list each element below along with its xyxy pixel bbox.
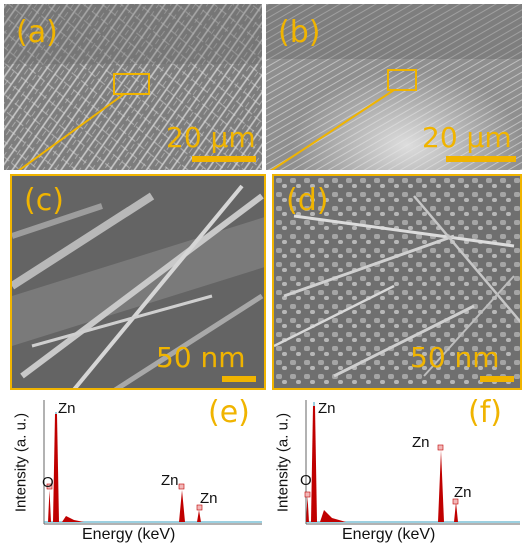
eds-panel-f: Intensity (a. u.) Energy (keV) Zn O Zn Z… xyxy=(266,392,524,548)
scale-label-c: 50 nm xyxy=(156,341,246,374)
sem-panel-c: (c) 50 nm xyxy=(10,174,266,390)
zoom-box-a xyxy=(113,73,150,95)
panel-label-b: (b) xyxy=(278,15,321,50)
scale-bar-a xyxy=(192,156,256,162)
eds-panel-e: Intensity (a. u.) Energy (keV) Zn O Zn Z… xyxy=(4,392,266,548)
sem-image-b xyxy=(266,4,522,170)
scale-label-b: 20 μm xyxy=(422,121,512,154)
eds-spectrum-f xyxy=(304,400,520,525)
eds-ylabel-e: Intensity (a. u.) xyxy=(12,412,30,513)
eds-peak-label-e-2: O xyxy=(42,474,54,491)
panel-label-a: (a) xyxy=(16,15,58,50)
scale-bar-d xyxy=(480,376,514,382)
zoom-box-b xyxy=(387,69,417,91)
sem-image-a xyxy=(4,4,262,170)
eds-peak-label-f-1: Zn xyxy=(318,400,336,417)
scale-label-a: 20 μm xyxy=(166,121,256,154)
sem-panel-a: (a) 20 μm xyxy=(4,4,262,170)
eds-ylabel-f: Intensity (a. u.) xyxy=(274,412,292,513)
scale-label-d: 50 nm xyxy=(410,341,500,374)
sem-image-c xyxy=(12,176,264,388)
panel-label-c: (c) xyxy=(24,183,64,218)
eds-peak-label-f-4: Zn xyxy=(454,484,472,501)
sem-panel-b: (b) 20 μm xyxy=(266,4,522,170)
eds-peak-label-e-4: Zn xyxy=(200,490,218,507)
eds-spectrum-e xyxy=(43,400,262,525)
eds-panel-label-e: (e) xyxy=(208,395,250,430)
eds-peak-label-e-1: Zn xyxy=(58,400,76,417)
eds-xlabel-e: Energy (keV) xyxy=(82,526,176,543)
eds-peak-label-f-3: Zn xyxy=(412,434,430,451)
sem-image-d xyxy=(274,176,520,388)
panel-label-d: (d) xyxy=(286,183,329,218)
eds-panel-label-f: (f) xyxy=(468,395,502,430)
sem-panel-d: (d) 50 nm xyxy=(272,174,522,390)
eds-xlabel-f: Energy (keV) xyxy=(342,526,436,543)
scale-bar-c xyxy=(222,376,256,382)
eds-peak-label-e-3: Zn xyxy=(161,472,179,489)
eds-peak-label-f-2: O xyxy=(300,472,312,489)
scale-bar-b xyxy=(446,156,516,162)
